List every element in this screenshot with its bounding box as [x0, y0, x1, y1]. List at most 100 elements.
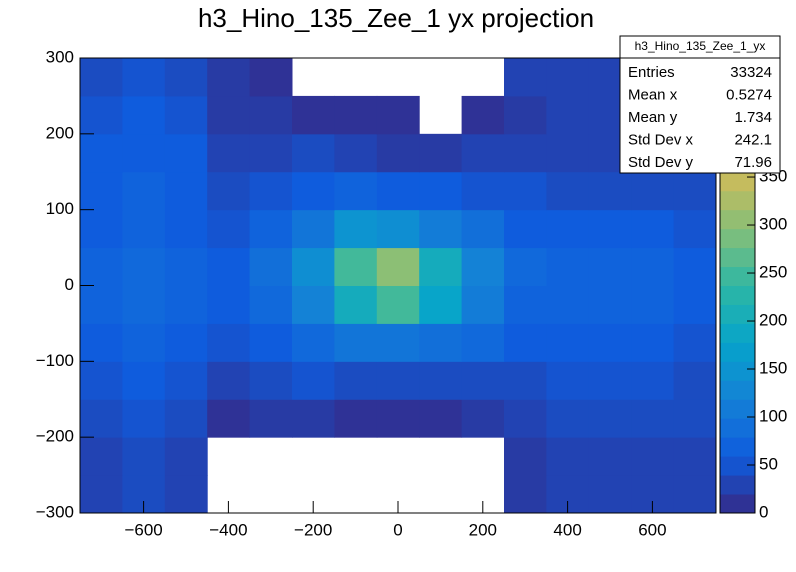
heatmap-cell — [376, 285, 420, 324]
stats-value: 0.5274 — [726, 86, 772, 103]
heatmap-cell — [122, 437, 166, 476]
heatmap-cell — [419, 361, 463, 400]
z-tick-label: 100 — [759, 406, 787, 425]
heatmap-cell — [673, 361, 717, 400]
heatmap-cell — [164, 95, 208, 135]
heatmap-cell — [249, 361, 293, 400]
heatmap-cell — [207, 95, 251, 135]
heatmap-cell — [292, 171, 335, 211]
heatmap-cell — [164, 133, 208, 173]
heatmap-cell — [207, 399, 251, 438]
heatmap-cell — [673, 437, 717, 476]
heatmap-cell — [546, 399, 590, 438]
heatmap-cell — [164, 247, 208, 286]
heatmap-cell — [504, 361, 547, 400]
heatmap-cell — [504, 323, 547, 362]
heatmap-cell — [546, 323, 590, 362]
heatmap-cell — [122, 209, 166, 249]
heatmap-cell — [504, 171, 547, 211]
heatmap-cell — [249, 133, 293, 173]
heatmap-cell — [122, 95, 166, 135]
y-tick-label: 0 — [65, 275, 74, 294]
heatmap-cell — [207, 58, 251, 97]
heatmap-cell — [122, 133, 166, 173]
heatmap-cell — [546, 361, 590, 400]
heatmap-cell — [80, 399, 123, 438]
heatmap-cell — [122, 285, 166, 324]
heatmap-cell — [461, 399, 505, 438]
heatmap-cell — [334, 361, 378, 400]
heatmap-cell — [122, 171, 166, 211]
stats-box — [619, 35, 781, 174]
heatmap-cell — [588, 209, 632, 249]
x-tick-label: 200 — [469, 520, 497, 539]
heatmap-cell — [631, 399, 675, 438]
heatmap-cell — [588, 247, 632, 286]
heatmap-cell — [461, 323, 505, 362]
heatmap-cell — [249, 399, 293, 438]
heatmap-cell — [249, 209, 293, 249]
heatmap-cell — [588, 171, 632, 211]
heatmap-cell — [419, 209, 463, 249]
heatmap-cell — [249, 171, 293, 211]
heatmap-cell — [461, 171, 505, 211]
heatmap-cell — [631, 437, 675, 476]
palette-step — [720, 494, 755, 514]
z-tick-label: 300 — [759, 215, 787, 234]
heatmap-cell — [461, 247, 505, 286]
heatmap-cell — [80, 133, 123, 173]
heatmap-cell — [207, 323, 251, 362]
heatmap-cell — [80, 171, 123, 211]
x-tick-label: 0 — [393, 520, 402, 539]
heatmap-cell — [461, 209, 505, 249]
heatmap-cell — [419, 399, 463, 438]
heatmap-cell — [207, 133, 251, 173]
heatmap-cell — [164, 323, 208, 362]
heatmap-cell — [504, 58, 547, 97]
stats-label: Std Dev x — [628, 131, 694, 148]
heatmap-cell — [80, 247, 123, 286]
x-tick-label: −200 — [294, 520, 332, 539]
heatmap-cell — [292, 95, 335, 135]
heatmap-cell — [249, 58, 293, 97]
x-tick-label: 600 — [638, 520, 666, 539]
heatmap-cell — [292, 323, 335, 362]
heatmap-cell — [673, 323, 717, 362]
heatmap-cell — [122, 361, 166, 400]
x-tick-label: 400 — [553, 520, 581, 539]
heatmap-cell — [80, 95, 123, 135]
heatmap-cell — [461, 133, 505, 173]
heatmap-cell — [419, 171, 463, 211]
palette-step — [720, 361, 755, 381]
stats-label: Mean y — [628, 109, 678, 126]
heatmap-cell — [461, 361, 505, 400]
palette-step — [720, 342, 755, 362]
heatmap-cell — [588, 323, 632, 362]
heatmap-cell — [80, 209, 123, 249]
heatmap-cell — [207, 247, 251, 286]
heatmap-cell — [376, 95, 420, 135]
heatmap-cell — [207, 171, 251, 211]
heatmap-cell — [207, 361, 251, 400]
heatmap-cell — [249, 95, 293, 135]
stats-value: 242.1 — [734, 131, 772, 148]
heatmap-cell — [631, 247, 675, 286]
y-tick-label: 100 — [46, 199, 74, 218]
y-tick-label: 300 — [46, 47, 74, 66]
heatmap-cell — [631, 285, 675, 324]
heatmap-cell — [631, 171, 675, 211]
heatmap-cell — [80, 58, 123, 97]
heatmap-cell — [419, 133, 463, 173]
stats-label: Mean x — [628, 86, 678, 103]
heatmap-cell — [334, 399, 378, 438]
heatmap-cell — [122, 399, 166, 438]
heatmap-cell — [588, 437, 632, 476]
heatmap-cell — [504, 247, 547, 286]
heatmap-cell — [546, 171, 590, 211]
stats-value: 1.734 — [734, 109, 772, 126]
heatmap-cell — [164, 171, 208, 211]
z-tick-label: 150 — [759, 358, 787, 377]
y-tick-label: −100 — [36, 351, 74, 370]
heatmap-cell — [461, 95, 505, 135]
heatmap-cell — [419, 285, 463, 324]
